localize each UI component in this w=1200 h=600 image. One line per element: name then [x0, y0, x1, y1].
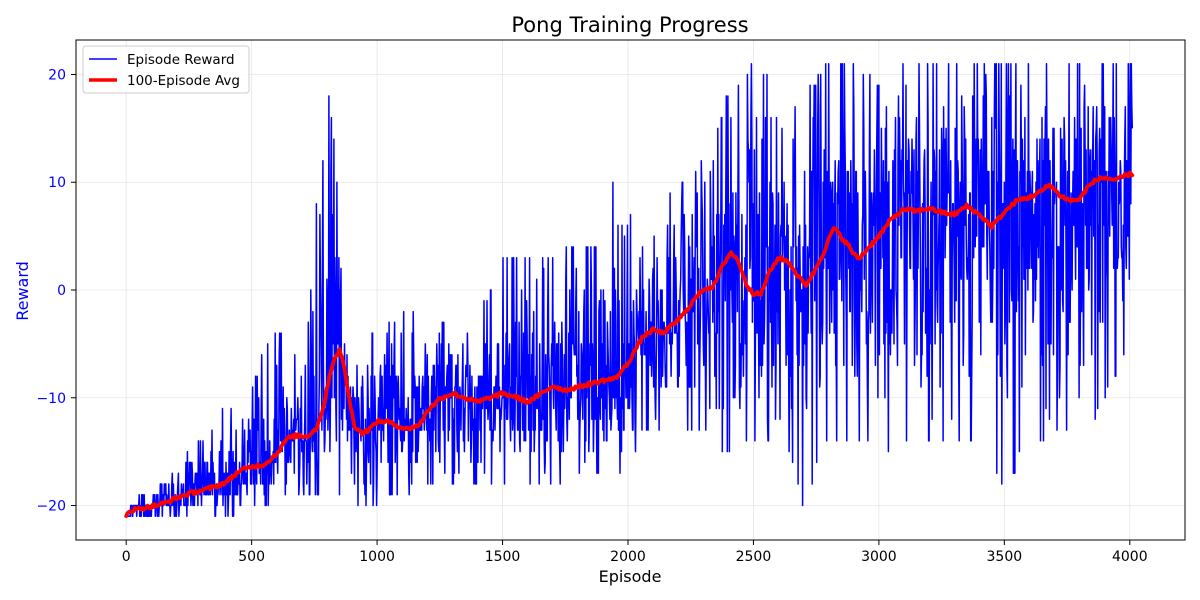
- chart-title: Pong Training Progress: [511, 13, 748, 37]
- y-tick-label: 10: [48, 175, 66, 191]
- legend-label-avg: 100-Episode Avg: [127, 73, 240, 89]
- x-tick-label: 2500: [736, 549, 772, 565]
- x-tick-label: 3000: [861, 549, 897, 565]
- y-tick-label: −10: [36, 391, 66, 407]
- legend-label-episode-reward: Episode Reward: [127, 52, 235, 68]
- legend-frame: [82, 45, 250, 94]
- x-tick-label: 500: [238, 549, 265, 565]
- y-axis-label: Reward: [13, 261, 32, 321]
- series-episode-reward-line: [125, 62, 1134, 518]
- x-tick-label: 4000: [1112, 549, 1148, 565]
- y-tick-label: 20: [48, 67, 66, 83]
- x-tick-label: 1000: [359, 549, 395, 565]
- x-tick-label: 3500: [987, 549, 1023, 565]
- y-tick-label: −20: [36, 499, 66, 515]
- ticks: 0 500 1000 1500 2000 2500 3000 3500 4000 −20 −10 0 1…: [36, 67, 1147, 565]
- x-axis-label: Episode: [599, 567, 662, 586]
- x-tick-label: 2000: [610, 549, 646, 565]
- y-tick-label: 0: [57, 283, 66, 299]
- legend: Episode Reward 100-Episode Avg: [82, 45, 250, 94]
- x-tick-label: 0: [122, 549, 131, 565]
- x-tick-label: 1500: [485, 549, 521, 565]
- series-avg-line: [124, 170, 1135, 518]
